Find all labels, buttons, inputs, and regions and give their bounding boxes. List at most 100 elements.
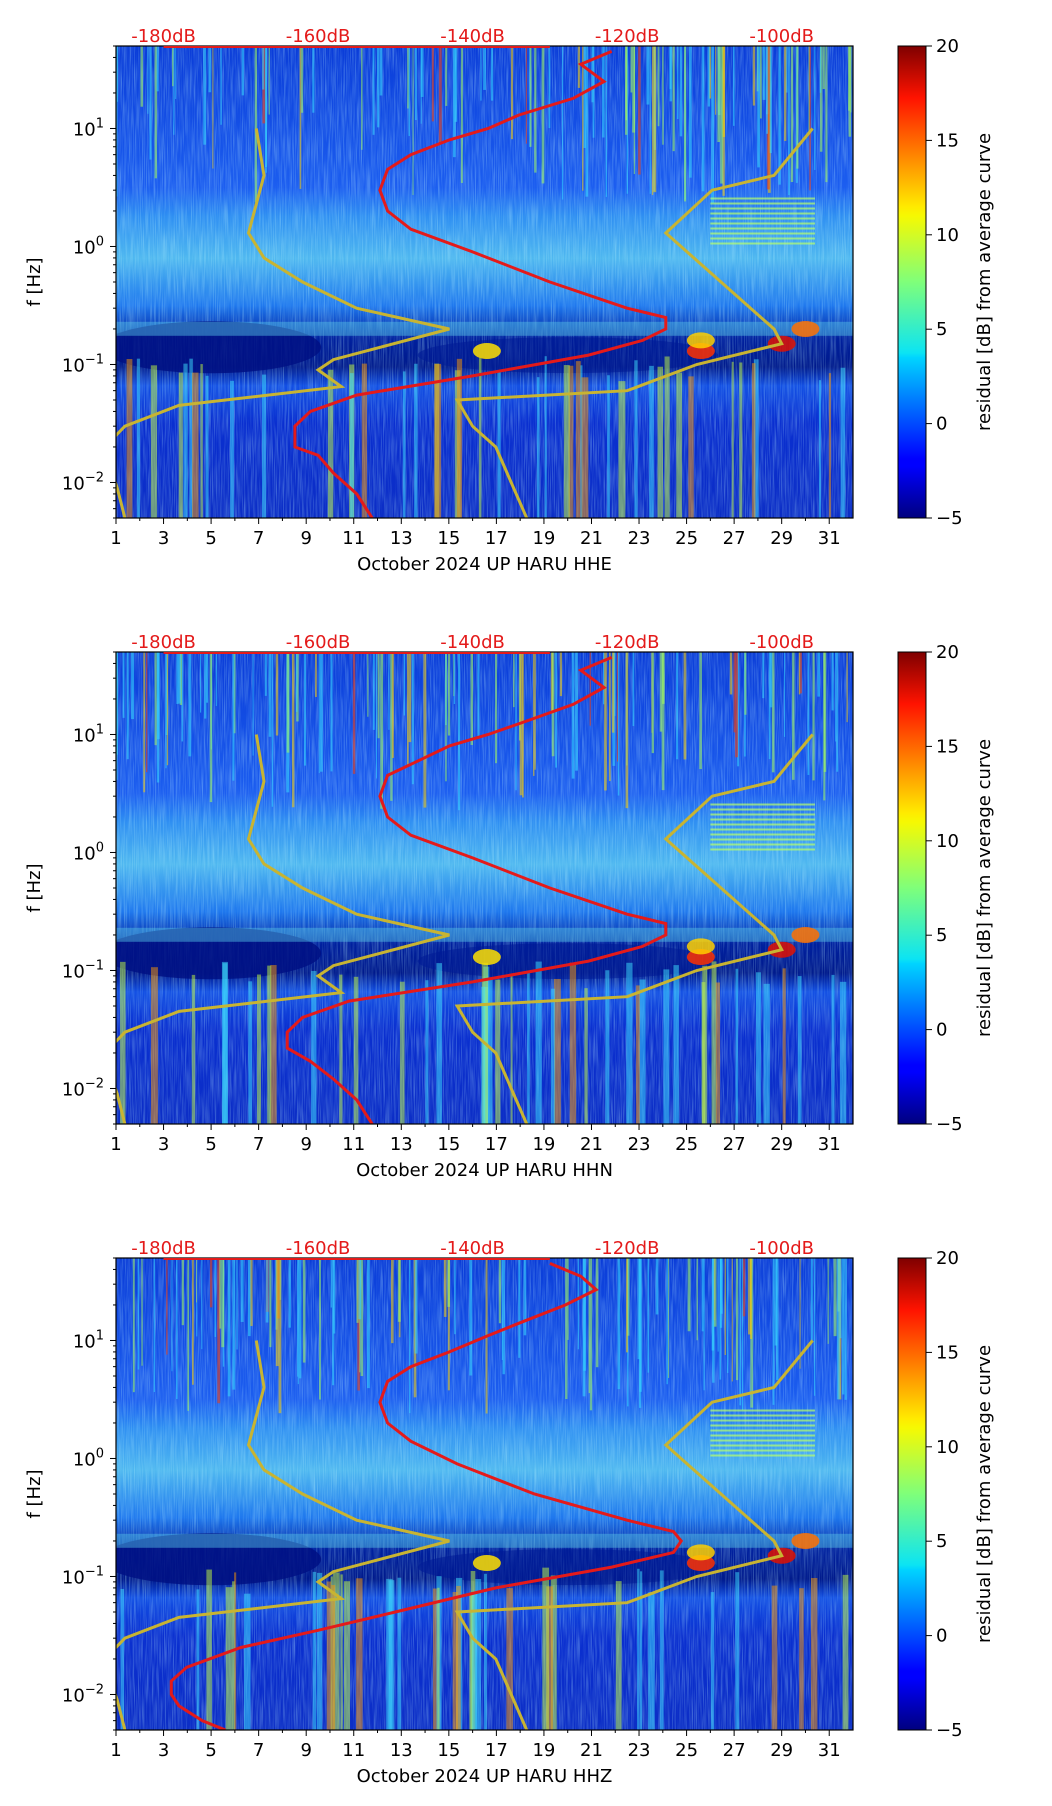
hf-streak xyxy=(701,46,705,192)
y-tick-label: 101 xyxy=(73,116,104,140)
lf-streak xyxy=(550,988,556,1124)
hf-streak xyxy=(784,46,787,141)
hf-streak xyxy=(741,1258,744,1411)
hf-streak xyxy=(726,1258,729,1374)
hf-streak xyxy=(232,652,235,781)
hf-streak xyxy=(744,652,747,715)
hf-streak xyxy=(145,652,148,773)
hf-streak xyxy=(565,1258,568,1400)
hf-streak xyxy=(447,1258,450,1391)
hf-streak xyxy=(649,46,651,194)
hf-streak xyxy=(221,1258,225,1348)
lf-streak xyxy=(673,965,679,1124)
x-tick-label: 25 xyxy=(675,528,698,549)
hf-streak xyxy=(457,652,461,811)
lf-streak xyxy=(475,1579,482,1730)
lf-streak xyxy=(527,970,530,1124)
hf-streak xyxy=(330,1258,332,1308)
noise-model-high-curve xyxy=(454,127,814,518)
x-tick-label: 11 xyxy=(342,528,365,549)
hf-streak xyxy=(414,1258,418,1354)
lf-streak xyxy=(432,1588,438,1730)
lf-streak xyxy=(343,1581,351,1730)
db-tick-label: -180dB xyxy=(131,26,196,47)
lf-streak xyxy=(810,1578,818,1730)
x-tick-label: 7 xyxy=(253,528,264,549)
hf-streak xyxy=(297,1258,299,1377)
hf-streak xyxy=(625,652,629,809)
hf-streak xyxy=(254,46,258,203)
lf-streak xyxy=(471,1592,478,1730)
hf-streak xyxy=(219,1258,222,1329)
hf-streak xyxy=(771,652,775,773)
hf-streak xyxy=(638,1258,642,1408)
hf-streak xyxy=(176,652,179,704)
hf-streak xyxy=(808,46,810,134)
lf-streak xyxy=(331,1585,336,1730)
tremor-band xyxy=(710,237,815,240)
hf-streak xyxy=(575,652,578,771)
hf-streak xyxy=(699,652,702,770)
x-tick-label: 27 xyxy=(723,528,746,549)
hf-streak xyxy=(632,46,636,133)
tremor-band xyxy=(710,843,815,846)
lf-streak xyxy=(178,372,183,518)
tremor-band xyxy=(710,1444,815,1447)
x-tick-label: 9 xyxy=(300,528,311,549)
hf-streak xyxy=(501,1258,503,1361)
x-tick-label: 15 xyxy=(437,1740,460,1761)
hf-streak xyxy=(831,652,834,711)
hf-streak xyxy=(585,46,589,197)
hf-streak xyxy=(617,652,620,796)
hf-streak xyxy=(312,46,315,113)
y-tick-label: 101 xyxy=(73,722,104,746)
hf-streak xyxy=(366,1258,370,1389)
colorbar-tick-label: −5 xyxy=(936,1114,963,1135)
hf-streak xyxy=(836,1258,840,1400)
tremor-band xyxy=(710,808,815,811)
x-tick-label: 3 xyxy=(158,528,169,549)
lf-streak xyxy=(634,360,638,518)
tremor-band xyxy=(710,833,815,836)
hf-streak xyxy=(330,652,333,772)
hf-streak xyxy=(154,652,157,746)
hf-streak xyxy=(688,46,692,178)
lf-streak xyxy=(739,362,743,518)
hf-streak xyxy=(513,652,515,708)
hf-streak xyxy=(241,46,244,96)
tremor-band xyxy=(710,828,815,831)
hf-streak xyxy=(791,652,795,780)
lf-streak xyxy=(568,365,574,518)
lf-streak xyxy=(659,1570,664,1730)
lf-streak xyxy=(312,1571,317,1730)
db-tick-label: -100dB xyxy=(749,26,814,47)
tremor-band xyxy=(710,222,815,225)
hf-streak xyxy=(175,46,177,99)
colorbar-tick-label: 10 xyxy=(936,831,959,852)
hf-streak xyxy=(203,46,207,145)
tremor-band xyxy=(710,242,815,245)
storm-peak xyxy=(472,1555,501,1572)
hf-streak xyxy=(814,46,816,170)
lf-streak xyxy=(402,371,406,518)
hf-streak xyxy=(454,46,458,122)
lf-streak xyxy=(569,962,577,1124)
lf-streak xyxy=(637,1568,640,1730)
lf-streak xyxy=(234,1572,237,1730)
lf-streak xyxy=(183,363,188,518)
hf-streak xyxy=(454,1258,456,1335)
hf-streak xyxy=(360,1258,364,1377)
storm-peak xyxy=(472,949,501,966)
lf-streak xyxy=(248,981,253,1124)
lf-streak xyxy=(828,373,832,518)
y-axis-label: f [Hz] xyxy=(24,1469,45,1518)
lf-streak xyxy=(657,366,663,518)
hf-streak xyxy=(391,1258,394,1344)
lf-streak xyxy=(615,1581,622,1730)
lf-streak xyxy=(205,375,209,518)
hf-streak xyxy=(275,652,279,736)
hf-streak xyxy=(495,652,498,764)
hf-streak xyxy=(827,1258,829,1344)
colorbar-label: residual [dB] from average curve xyxy=(974,739,995,1037)
x-tick-label: 17 xyxy=(485,1134,508,1155)
